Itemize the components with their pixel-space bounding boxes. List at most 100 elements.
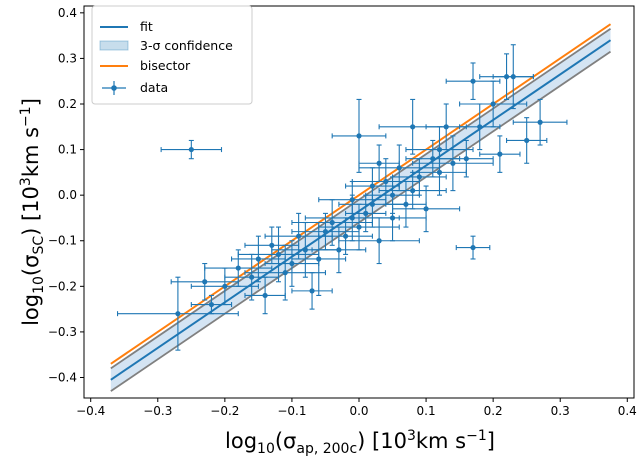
data-point [160, 139, 223, 160]
data-point [244, 276, 286, 315]
data-marker [349, 197, 355, 203]
y-tick-label: 0.0 [58, 188, 77, 202]
data-marker [403, 201, 409, 207]
data-marker [208, 301, 215, 308]
data-marker [410, 124, 416, 130]
data-marker [289, 260, 295, 267]
data-point [412, 149, 467, 196]
data-marker [202, 279, 208, 285]
data-point [318, 203, 400, 251]
data-marker [376, 238, 382, 244]
x-tick-label: 0.0 [349, 404, 368, 418]
data-marker [336, 247, 342, 253]
y-tick-label: 0.3 [58, 51, 77, 65]
data-marker [470, 78, 476, 84]
data-marker [490, 101, 496, 107]
y-axis-label: log10(σSC) [103km s−1] [18, 98, 47, 326]
y-tick-label: −0.1 [48, 234, 77, 248]
x-ticks-layer: −0.4 −0.3 −0.2 −0.1 0.0 0.1 0.2 0.3 0.4 [76, 398, 637, 418]
x-tick-label: −0.3 [143, 404, 172, 418]
data-point [378, 171, 447, 210]
data-marker [262, 292, 268, 299]
y-tick-label: −0.3 [48, 325, 77, 339]
legend-confidence-label: 3-σ confidence [140, 38, 233, 53]
y-tick-label: 0.4 [58, 6, 77, 20]
data-point [291, 212, 360, 251]
data-marker [302, 247, 308, 253]
data-marker [342, 233, 349, 239]
data-marker [376, 160, 382, 166]
data-point [412, 135, 494, 192]
x-tick-label: 0.1 [417, 404, 436, 418]
confidence-upper-edge [110, 28, 612, 370]
legend-data-swatch [102, 81, 126, 95]
data-marker [443, 124, 449, 130]
data-point [318, 180, 387, 219]
data-marker [369, 183, 376, 189]
x-tick-label: −0.2 [210, 404, 239, 418]
x-axis-label: log10(σap, 200c) [103km s−1] [225, 428, 495, 457]
data-marker [497, 151, 503, 157]
data-marker [430, 156, 436, 162]
data-marker [537, 119, 543, 125]
data-marker [296, 233, 302, 239]
data-marker [322, 229, 329, 235]
x-tick-label: 0.3 [551, 404, 570, 418]
data-marker [423, 206, 429, 212]
y-tick-label: −0.4 [48, 370, 77, 384]
x-tick-label: 0.2 [484, 404, 503, 418]
data-marker [396, 165, 402, 171]
data-marker [329, 219, 335, 226]
data-point [358, 144, 400, 183]
x-tick-label: −0.4 [76, 404, 105, 418]
data-point [459, 80, 528, 128]
data-marker [410, 188, 416, 194]
data-marker [416, 174, 422, 180]
data-point [170, 262, 239, 301]
data-point [455, 235, 491, 260]
data-marker [249, 274, 255, 280]
legend-bisector-label: bisector [140, 58, 191, 73]
y-ticks-layer: −0.4 −0.3 −0.2 −0.1 0.0 0.1 0.2 0.3 0.4 [48, 6, 84, 384]
data-marker [363, 210, 369, 216]
data-marker [175, 311, 181, 317]
y-tick-label: −0.2 [48, 279, 77, 293]
data-point [331, 98, 387, 173]
x-tick-label: −0.1 [277, 404, 306, 418]
data-point [345, 167, 400, 205]
data-marker [477, 124, 483, 130]
data-marker [356, 224, 362, 230]
legend-fit-label: fit [140, 19, 153, 34]
data-marker [524, 137, 530, 144]
data-point [224, 253, 280, 301]
data-point [479, 135, 521, 173]
data-marker [436, 169, 443, 175]
data-marker [282, 270, 288, 276]
data-marker [309, 288, 315, 294]
x-tick-label: 0.4 [618, 404, 637, 418]
data-point [116, 276, 239, 351]
fit-line [110, 39, 612, 381]
data-marker [450, 160, 456, 166]
data-marker [222, 283, 228, 289]
bisector-line [110, 23, 612, 365]
data-point [264, 212, 333, 260]
data-point [391, 185, 461, 233]
data-marker [389, 215, 396, 221]
data-point [358, 194, 427, 242]
data-point [512, 98, 568, 146]
confidence-lower-edge [110, 50, 612, 392]
legend-confidence-swatch [99, 40, 129, 51]
data-marker [269, 242, 275, 248]
data-point [291, 272, 333, 310]
legend: fit 3-σ confidence bisector data [91, 5, 253, 105]
y-tick-label: 0.1 [58, 143, 77, 157]
data-marker [383, 178, 389, 185]
fit-lines-layer [110, 23, 612, 381]
data-marker [510, 74, 516, 80]
data-point [492, 44, 534, 110]
y-tick-label: 0.2 [58, 97, 77, 111]
legend-box [91, 5, 253, 105]
data-marker [255, 256, 261, 262]
